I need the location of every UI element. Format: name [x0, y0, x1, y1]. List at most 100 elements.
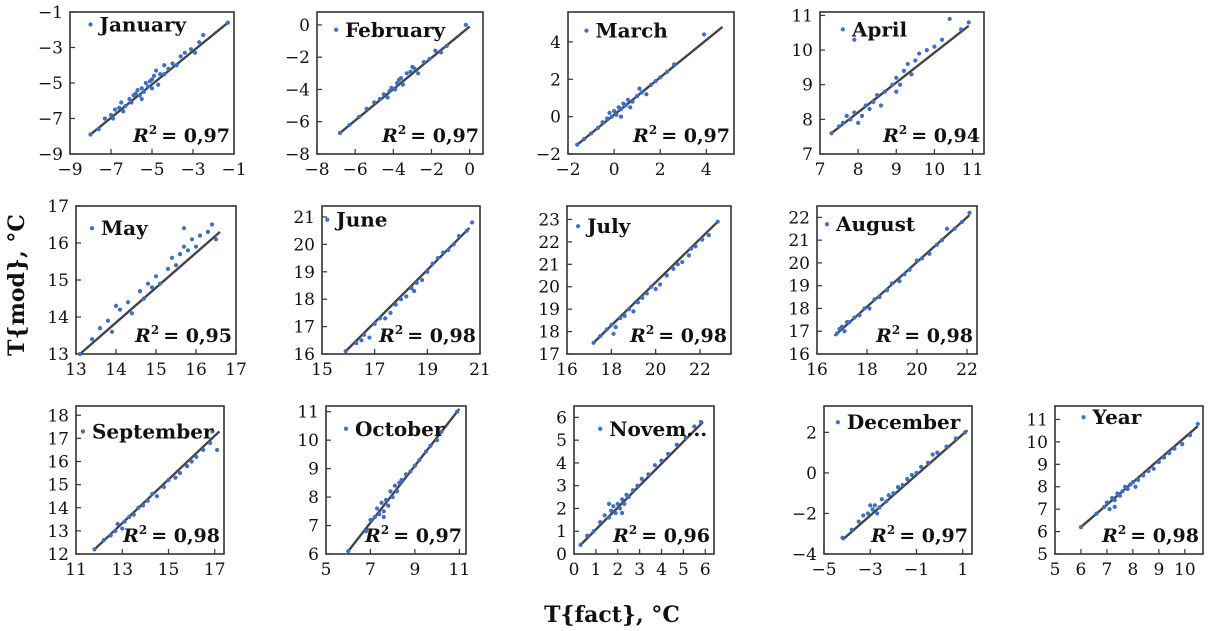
data-point [618, 114, 624, 119]
data-point [210, 429, 215, 434]
y-tick-label: 8 [802, 110, 813, 130]
r-squared-label: R2 = 0,94 [882, 123, 980, 147]
data-point [113, 303, 119, 308]
data-point [364, 106, 369, 111]
data-point [844, 113, 849, 119]
data-point [173, 263, 179, 268]
r-squared-exponent: 2 [646, 323, 654, 337]
y-tick-label: 10 [791, 41, 813, 61]
x-tick-label: 9 [1153, 560, 1164, 580]
data-point [1135, 477, 1141, 483]
legend-point [598, 426, 603, 431]
data-point [386, 503, 391, 508]
x-tick-label: 15 [145, 360, 167, 380]
data-point [913, 58, 918, 63]
data-point [620, 497, 625, 502]
panel-april: 7 8 9 10 11 7 8 9 10 11 April R2 = 0,94 [791, 6, 985, 180]
data-point [905, 61, 910, 67]
data-point [441, 250, 446, 255]
data-point [141, 296, 147, 301]
legend-point [80, 429, 86, 434]
data-point [939, 37, 945, 42]
data-point [158, 72, 163, 77]
plot-frame [823, 405, 973, 555]
data-point [421, 59, 426, 65]
data-point [102, 116, 107, 121]
data-point [675, 262, 680, 267]
data-point [840, 535, 845, 540]
r-squared-symbol: R [1101, 525, 1118, 547]
data-point [700, 237, 705, 242]
r-squared-label: R2 = 0,97 [132, 123, 230, 147]
data-point [101, 538, 106, 543]
r-squared-label: R2 = 0,97 [364, 523, 462, 547]
x-tick-label: 16 [806, 360, 828, 380]
r-squared-value: = 0,96 [641, 525, 710, 547]
x-tick-label: 17 [204, 560, 226, 580]
data-point [113, 107, 118, 112]
data-point [686, 253, 691, 258]
data-point [150, 491, 155, 496]
r-squared-exponent: 2 [649, 123, 657, 137]
data-point [578, 542, 583, 547]
data-point [600, 120, 605, 125]
data-point [872, 297, 877, 302]
data-point [451, 242, 456, 247]
data-point [170, 61, 175, 66]
y-tick-label: 0 [556, 545, 567, 565]
data-point [1180, 442, 1185, 447]
data-point [919, 464, 924, 469]
data-point [1112, 504, 1117, 510]
data-point [367, 335, 372, 340]
plot-frame [566, 205, 732, 355]
data-point [151, 73, 157, 78]
data-point [354, 340, 359, 346]
data-point [605, 116, 610, 121]
r-squared-exponent: 2 [395, 323, 403, 337]
data-point [389, 85, 394, 90]
data-point [944, 444, 949, 449]
data-point [867, 306, 872, 311]
data-point [861, 513, 866, 518]
r-squared-label: R2 = 0,98 [629, 323, 727, 347]
data-point [143, 80, 148, 86]
data-point [209, 222, 215, 227]
data-point [648, 82, 654, 87]
r-squared-symbol: R [612, 525, 629, 547]
x-tick-label: −8 [304, 160, 329, 180]
data-point [879, 497, 884, 502]
data-point [115, 521, 120, 527]
data-point [381, 509, 386, 514]
x-tick-label: 22 [689, 360, 711, 380]
r-squared-symbol: R [378, 325, 395, 347]
data-point [127, 514, 132, 520]
data-point [129, 311, 135, 316]
r-squared-symbol: R [882, 125, 899, 147]
regression-line [79, 230, 221, 355]
data-point [408, 469, 413, 474]
x-tick-label: 9 [891, 160, 902, 180]
data-point [862, 306, 867, 311]
data-point [127, 96, 132, 102]
data-point [840, 120, 845, 125]
data-point [177, 252, 183, 257]
data-point [208, 440, 213, 446]
x-tick-label: 4 [656, 560, 667, 580]
data-point [108, 112, 114, 118]
data-point [169, 255, 175, 260]
panel-title: June [334, 208, 387, 232]
y-tick-label: −4 [285, 80, 310, 100]
data-point [595, 125, 601, 130]
data-point [408, 69, 413, 74]
regression-line [579, 421, 704, 546]
y-tick-label: 13 [47, 522, 69, 542]
data-point [446, 247, 451, 252]
data-point [620, 510, 625, 516]
x-tick-label: −1 [904, 560, 929, 580]
panel-title: February [345, 18, 446, 42]
data-point [683, 435, 688, 440]
data-point [470, 220, 475, 225]
data-point [1161, 455, 1167, 460]
data-point [639, 90, 644, 95]
